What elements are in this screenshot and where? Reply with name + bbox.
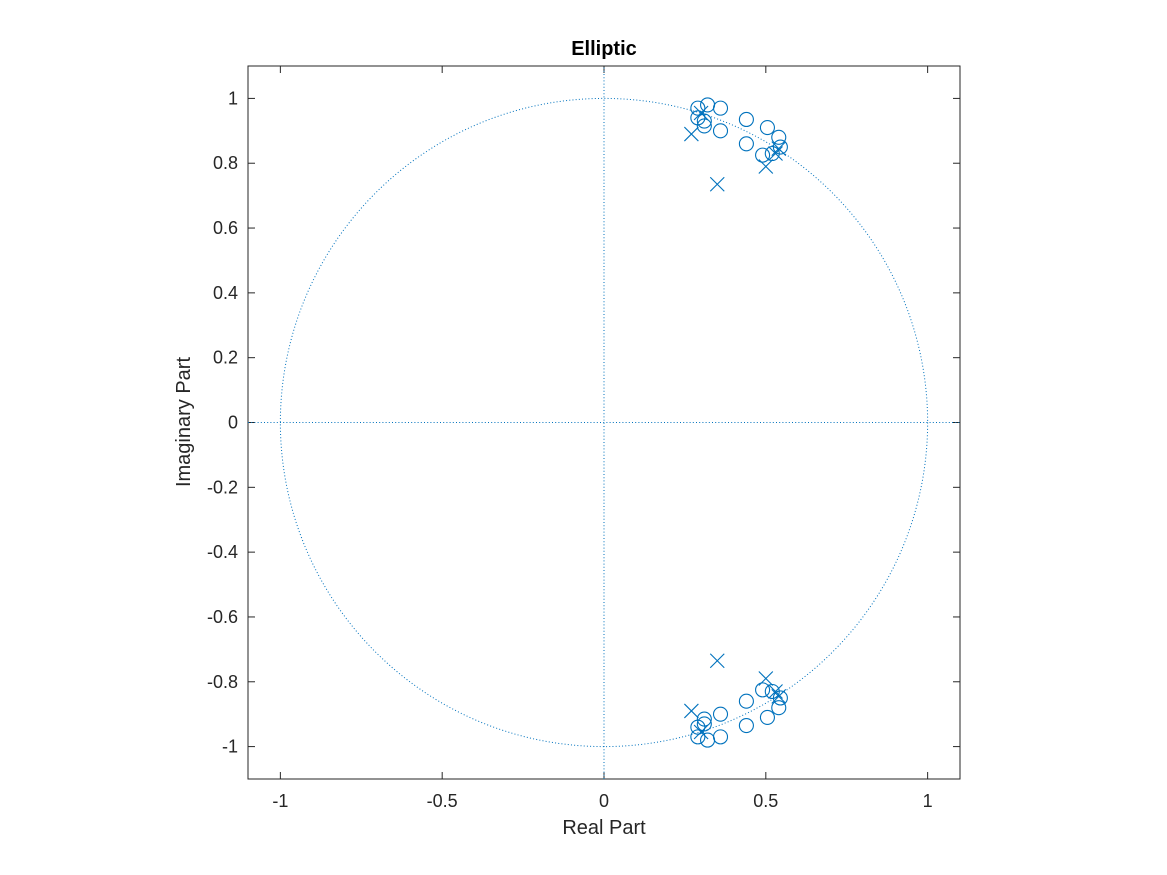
x-tick-label: -1	[272, 791, 288, 811]
zero-marker	[700, 97, 716, 113]
zero-marker	[738, 136, 754, 152]
zero-marker	[696, 716, 712, 732]
zero-marker	[738, 693, 754, 709]
x-axis-label: Real Part	[562, 817, 646, 839]
y-tick-label: 0.2	[213, 348, 238, 368]
zero-marker	[771, 700, 787, 716]
zero-marker	[755, 682, 771, 698]
pole-marker	[768, 684, 783, 699]
y-tick-label: 0.6	[213, 218, 238, 238]
pole-marker	[693, 105, 709, 121]
zero-marker	[690, 729, 706, 745]
y-tick-label: -0.4	[207, 542, 238, 562]
zero-marker	[696, 113, 712, 129]
zero-marker	[690, 100, 706, 116]
reference-lines	[248, 66, 960, 779]
zero-marker	[696, 118, 712, 134]
y-tick-label: 0.4	[213, 283, 238, 303]
pole-marker	[768, 146, 783, 161]
pole-marker	[771, 141, 787, 157]
y-tick-label: 1	[228, 88, 238, 108]
zero-marker	[759, 709, 775, 725]
y-tick-label: -0.6	[207, 607, 238, 627]
x-tick-label: 1	[923, 791, 933, 811]
chart-title: Elliptic	[571, 38, 637, 60]
pole-marker	[683, 126, 699, 142]
y-tick-label: -1	[222, 737, 238, 757]
zero-marker	[696, 711, 712, 727]
y-tick-label: -0.2	[207, 477, 238, 497]
pole-marker	[693, 724, 709, 740]
pole-marker	[771, 688, 787, 704]
unit-circle	[279, 97, 929, 748]
zero-marker	[738, 717, 754, 734]
pole-marker	[683, 703, 699, 719]
x-tick-label: 0.5	[753, 791, 778, 811]
zero-marker	[738, 111, 754, 128]
y-tick-label: 0	[228, 413, 238, 433]
y-tick-label: -0.8	[207, 672, 238, 692]
pole-marker	[709, 176, 725, 192]
zero-marker	[712, 706, 729, 722]
zero-marker	[771, 129, 787, 145]
markers	[683, 97, 788, 748]
zero-marker	[712, 123, 729, 139]
pole-marker	[709, 653, 725, 669]
zero-marker	[700, 732, 716, 748]
axes: -1 -0.5 0 0.5 1 -1 -0.8 -0.6 -0.4 -0.2 0 0.2 0.4 0.6 0…	[207, 65, 961, 811]
pole-marker	[758, 159, 774, 174]
zero-marker	[712, 100, 729, 116]
zero-marker	[712, 729, 729, 745]
x-tick-label: 0	[599, 791, 609, 811]
pole-marker	[758, 671, 774, 686]
y-axis-label: Imaginary Part	[173, 357, 195, 487]
x-tick-label: -0.5	[427, 791, 458, 811]
zero-marker	[755, 147, 771, 163]
zero-marker	[759, 120, 775, 136]
y-tick-label: 0.8	[213, 153, 238, 173]
